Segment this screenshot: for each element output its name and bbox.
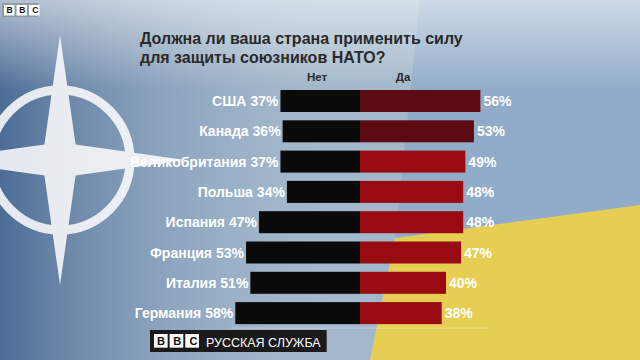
title-line: для защиты союзников НАТО?: [140, 49, 386, 66]
bars: [235, 90, 480, 324]
logo-text: BBC: [6, 5, 45, 15]
bar-no: [246, 242, 360, 264]
data-label: 37%: [250, 93, 279, 109]
category-label: Испания: [166, 214, 225, 230]
data-label: 58%: [205, 305, 234, 321]
bar-yes: [360, 120, 474, 142]
data-label: 51%: [220, 275, 249, 291]
bar-yes: [360, 181, 463, 203]
bar-yes: [360, 242, 461, 264]
bbc-logo: BBC: [154, 334, 206, 348]
data-label: 38%: [445, 305, 474, 321]
bar-no: [280, 90, 360, 112]
data-label: 37%: [250, 154, 279, 170]
top-fade: [0, 0, 640, 90]
bar-yes: [360, 272, 446, 294]
bar-no: [280, 151, 360, 173]
data-label: 48%: [466, 184, 495, 200]
legend-label: Да: [396, 71, 411, 83]
footer-bg: [150, 330, 327, 352]
data-label: 40%: [449, 275, 478, 291]
data-label: 49%: [468, 154, 497, 170]
bar-no: [283, 120, 360, 142]
bar-yes: [360, 302, 442, 324]
bar-no: [287, 181, 360, 203]
data-label: 53%: [216, 245, 245, 261]
data-label: 48%: [466, 214, 495, 230]
category-label: Канада: [199, 123, 249, 139]
data-label: 56%: [483, 93, 512, 109]
category-label: Франция: [150, 245, 212, 261]
data-label: 47%: [464, 245, 493, 261]
background: [0, 0, 640, 360]
x-axis: [231, 328, 489, 329]
category-label: Италия: [166, 275, 216, 291]
data-label: 53%: [477, 123, 506, 139]
bar-yes: [360, 211, 463, 233]
labels: 37% 56% США 36% 53% Канада37% 49% Великобритани…: [130, 93, 512, 321]
bbc-logo: BBC: [4, 5, 45, 16]
title: Должна ли ваша страна применить силу для …: [140, 30, 463, 66]
category-label: Великобритания: [130, 154, 246, 170]
chart: BBCBBCРУССКАЯ СЛУЖБАДолжна ли ваша стран…: [0, 0, 640, 360]
category-label: США: [212, 93, 246, 109]
data-label: 34%: [257, 184, 286, 200]
bar-no: [235, 302, 360, 324]
category-label: Польша: [198, 184, 253, 200]
title-line: Должна ли ваша страна применить силу: [140, 30, 463, 47]
footer-text: РУССКАЯ СЛУЖБА: [206, 336, 321, 350]
bar-no: [250, 272, 360, 294]
data-label: 47%: [229, 214, 258, 230]
legend-label: Нет: [307, 71, 328, 83]
bar-no: [259, 211, 360, 233]
bar-yes: [360, 90, 480, 112]
logo-text: BBC: [157, 335, 206, 347]
bar-yes: [360, 151, 465, 173]
category-label: Германия: [135, 305, 202, 321]
footer: BBCРУССКАЯ СЛУЖБА: [150, 330, 327, 352]
data-label: 36%: [253, 123, 282, 139]
